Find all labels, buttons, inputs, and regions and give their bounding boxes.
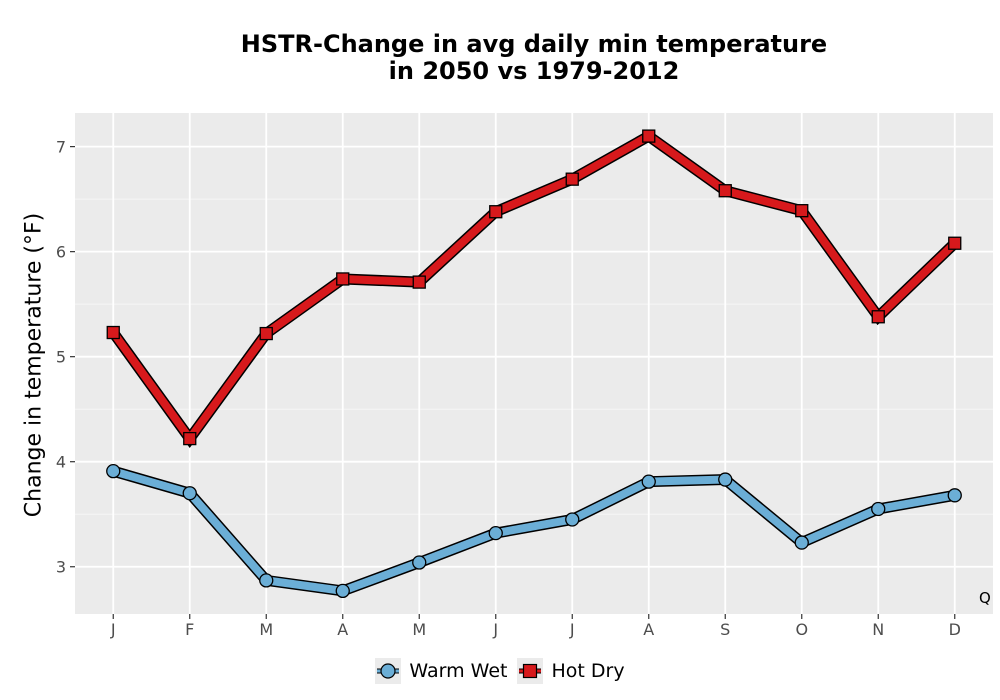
x-tick-label: N bbox=[872, 620, 884, 639]
data-point-warm-wet bbox=[488, 525, 503, 541]
data-point-hot-dry bbox=[412, 275, 426, 289]
chart-title-line1: HSTR-Change in avg daily min temperature bbox=[240, 30, 828, 58]
x-tick-label: A bbox=[337, 620, 348, 639]
data-point-warm-wet bbox=[106, 464, 121, 479]
legend: Warm Wet Hot Dry bbox=[0, 658, 1000, 684]
data-point-warm-wet bbox=[718, 472, 733, 487]
x-tick-label: M bbox=[259, 620, 273, 639]
data-point-hot-dry bbox=[795, 204, 809, 218]
plot-panel bbox=[75, 113, 993, 614]
x-tick-label: S bbox=[720, 620, 730, 639]
y-tick-label: 5 bbox=[56, 348, 66, 367]
data-point-hot-dry bbox=[489, 205, 503, 219]
data-point-hot-dry bbox=[259, 326, 273, 341]
data-point-warm-wet bbox=[412, 555, 427, 570]
x-tick-label: J bbox=[110, 620, 116, 639]
y-tick-label: 4 bbox=[56, 453, 66, 472]
x-tick-label: M bbox=[412, 620, 426, 639]
y-tick-label: 3 bbox=[56, 558, 66, 577]
x-tick-label: D bbox=[949, 620, 961, 639]
series-line-warm-wet bbox=[112, 467, 956, 595]
data-point-hot-dry bbox=[336, 272, 350, 286]
legend-label-hot-dry: Hot Dry bbox=[551, 660, 625, 682]
data-point-hot-dry bbox=[718, 184, 732, 198]
circle-marker-icon bbox=[375, 658, 402, 684]
legend-label-warm-wet: Warm Wet bbox=[409, 660, 508, 682]
data-point-hot-dry bbox=[642, 129, 656, 143]
data-point-hot-dry bbox=[183, 431, 197, 446]
x-tick-label: O bbox=[795, 620, 808, 639]
square-marker-icon bbox=[517, 658, 544, 684]
legend-item-hot-dry: Hot Dry bbox=[517, 658, 625, 684]
x-tick-label: F bbox=[185, 620, 194, 639]
chart-title-line2: in 2050 vs 1979-2012 bbox=[388, 57, 680, 85]
x-tick-label: J bbox=[569, 620, 575, 639]
data-point-warm-wet bbox=[259, 573, 274, 588]
corner-annotation: Q bbox=[979, 589, 991, 607]
data-point-warm-wet bbox=[335, 583, 350, 599]
x-tick-label: J bbox=[492, 620, 498, 639]
data-point-hot-dry bbox=[948, 236, 962, 250]
y-tick-label: 7 bbox=[56, 138, 66, 157]
y-tick-label: 6 bbox=[56, 243, 66, 262]
data-point-hot-dry bbox=[565, 172, 579, 186]
series-line-hot-dry bbox=[110, 131, 958, 446]
data-point-hot-dry bbox=[106, 325, 120, 340]
data-point-warm-wet bbox=[794, 535, 809, 550]
legend-item-warm-wet: Warm Wet bbox=[375, 658, 507, 684]
data-point-warm-wet bbox=[947, 488, 962, 503]
x-tick-label: A bbox=[643, 620, 654, 639]
data-point-warm-wet bbox=[565, 512, 580, 527]
data-point-hot-dry bbox=[871, 310, 885, 324]
data-point-warm-wet bbox=[871, 501, 886, 517]
data-point-warm-wet bbox=[641, 474, 656, 489]
data-point-warm-wet bbox=[182, 486, 197, 501]
